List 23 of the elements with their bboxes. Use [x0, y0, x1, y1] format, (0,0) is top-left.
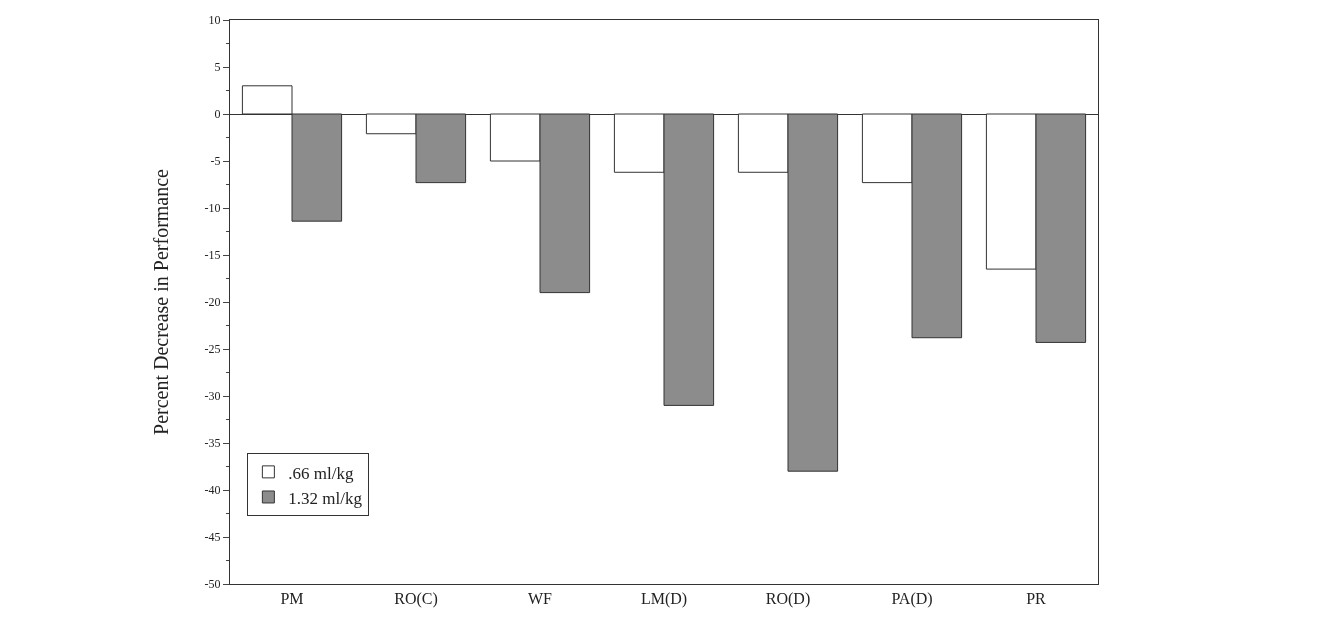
legend-label: .66 ml/kg: [288, 463, 355, 483]
x-tick-label: WF: [528, 590, 553, 608]
x-tick-label: PM: [280, 590, 304, 608]
x-tick-label: RO(C): [394, 590, 438, 609]
y-tick-label: -15: [204, 248, 221, 263]
y-tick-label: 5: [214, 60, 221, 75]
y-tick-label: -40: [204, 483, 221, 498]
x-tick-label: LM(D): [640, 590, 688, 609]
y-tick-label: -35: [204, 436, 221, 451]
y-tick-label: -45: [204, 530, 221, 545]
y-tick-label: -50: [204, 577, 221, 592]
x-tick-label: PA(D): [891, 590, 933, 609]
x-tick-label: PR: [1026, 590, 1047, 608]
legend-label: 1.32 ml/kg: [288, 488, 363, 508]
y-tick-label: -20: [204, 295, 221, 310]
y-axis-title: Percent Decrease in Performance: [150, 168, 173, 435]
y-tick-label: -10: [204, 201, 221, 216]
y-tick-label: 0: [214, 107, 221, 122]
y-tick-label: -30: [204, 389, 221, 404]
y-tick-label: 10: [208, 13, 221, 28]
y-tick-label: -5: [210, 154, 221, 169]
y-tick-label: -25: [204, 342, 221, 357]
x-tick-label: RO(D): [765, 590, 811, 609]
